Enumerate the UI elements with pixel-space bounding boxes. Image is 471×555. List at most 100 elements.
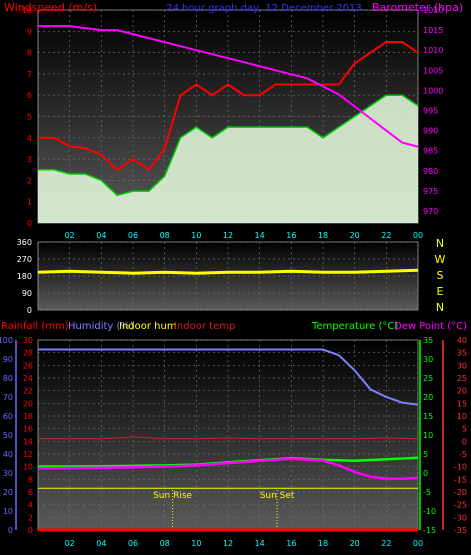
- tick-label: 360: [17, 238, 32, 247]
- tick-label: 00: [413, 539, 423, 548]
- tick-label: 26: [23, 361, 33, 370]
- tick-label: 1005: [423, 66, 443, 75]
- tick-label: 02: [65, 231, 75, 240]
- tick-label: 18: [318, 231, 328, 240]
- tick-label: 22: [381, 231, 391, 240]
- wind-direction-line: [37, 268, 419, 275]
- tick-label: 10: [457, 412, 467, 421]
- chart-title: 24 hour graph day, 12 December 2013: [166, 3, 362, 14]
- tick-label: -15: [454, 475, 467, 484]
- wind-axis-title: Windspeed (m/s): [4, 1, 97, 14]
- tick-label: 970: [423, 207, 438, 216]
- tick-label: 5: [423, 450, 428, 459]
- temperature-series: [37, 348, 419, 532]
- tick-label: 60: [3, 412, 13, 421]
- tick-label: 180: [17, 272, 32, 281]
- compass-label: N: [436, 301, 444, 314]
- tick-label: 995: [423, 106, 438, 115]
- tick-label: 30: [457, 361, 467, 370]
- tick-label: 04: [96, 539, 106, 548]
- tick-label: 20: [423, 393, 433, 402]
- tick-label: 10: [191, 231, 201, 240]
- humidity-y-ticks: 0 10 20 30 40 50 60 70 80 90 100: [0, 336, 17, 535]
- tick-label: 985: [423, 147, 438, 156]
- tick-label: 20: [350, 231, 360, 240]
- tick-label: 10: [3, 507, 13, 516]
- tick-label: 14: [23, 437, 33, 446]
- tick-label: 7: [27, 70, 32, 79]
- tick-label: 30: [23, 336, 33, 345]
- tick-label: 10: [191, 539, 201, 548]
- tick-label: 4: [28, 501, 33, 510]
- tick-label: 1015: [423, 26, 443, 35]
- tick-label: 1010: [423, 46, 443, 55]
- series-humidity: [38, 348, 419, 406]
- indoor-hum-legend: Indoor hum: [119, 321, 177, 332]
- tick-label: 30: [3, 469, 13, 478]
- tick-label: 35: [423, 336, 433, 345]
- tick-label: 16: [286, 231, 296, 240]
- series-indoor-temp: [38, 436, 419, 440]
- tick-label: 5: [27, 113, 32, 122]
- tick-label: 2: [28, 513, 33, 522]
- wind-average-fill: [38, 95, 418, 223]
- tick-label: 06: [128, 231, 138, 240]
- tick-label: -5: [459, 450, 467, 459]
- tick-label: 24: [23, 374, 33, 383]
- tick-label: 08: [160, 539, 170, 548]
- barometer-y-ticks: 970 975 980 985 990 995 1000 1005 1010 1015 1020: [423, 6, 443, 216]
- compass-label: W: [435, 253, 446, 266]
- tick-label: 18: [23, 412, 33, 421]
- tick-label: -15: [423, 526, 436, 535]
- temperature-legend: Temperature (°C): [311, 321, 398, 332]
- tick-label: 0: [8, 526, 13, 535]
- tick-label: 1: [27, 198, 32, 207]
- tick-label: 16: [286, 539, 296, 548]
- tick-label: 1000: [423, 86, 443, 95]
- tick-label: 1020: [423, 6, 443, 15]
- dewpoint-legend: Dew Point (°C): [394, 321, 467, 332]
- tick-label: 5: [462, 425, 467, 434]
- tick-label: 20: [457, 387, 467, 396]
- wind-average-line: [38, 94, 419, 197]
- tick-label: 975: [423, 187, 438, 196]
- direction-grid: [38, 241, 419, 311]
- tick-label: 6: [28, 488, 33, 497]
- tick-label: 40: [457, 336, 467, 345]
- tick-label: 08: [160, 231, 170, 240]
- temperature-y-ticks: -15 -10 -5 0 5 10 15 20 25 30 35: [419, 336, 436, 535]
- tick-label: 40: [3, 450, 13, 459]
- tick-label: -35: [454, 526, 467, 535]
- wind-gust-line: [38, 41, 419, 172]
- tick-label: 15: [457, 399, 467, 408]
- tick-label: 10: [423, 431, 433, 440]
- tick-label: 06: [128, 539, 138, 548]
- tick-label: 02: [65, 539, 75, 548]
- tick-label: 0: [28, 526, 33, 535]
- compass-label: E: [437, 285, 444, 298]
- tick-label: 12: [223, 539, 233, 548]
- tick-label: 10: [23, 463, 33, 472]
- tick-label: 22: [23, 387, 33, 396]
- tick-label: -30: [454, 513, 467, 522]
- tick-label: 30: [423, 355, 433, 364]
- tick-label: 4: [27, 134, 32, 143]
- tick-label: 20: [3, 488, 13, 497]
- tick-label: 14: [255, 539, 265, 548]
- tick-label: -10: [454, 463, 467, 472]
- tick-label: 100: [0, 336, 13, 345]
- tick-label: 8: [28, 475, 33, 484]
- tick-label: 04: [96, 231, 106, 240]
- tick-label: 14: [255, 231, 265, 240]
- tick-label: 22: [381, 539, 391, 548]
- sun-markers: Sun Rise Sun Set: [153, 490, 295, 530]
- tick-label: -5: [423, 488, 431, 497]
- tick-label: 20: [350, 539, 360, 548]
- humidity-legend: Humidity (%): [68, 321, 134, 332]
- tick-label: 16: [23, 425, 33, 434]
